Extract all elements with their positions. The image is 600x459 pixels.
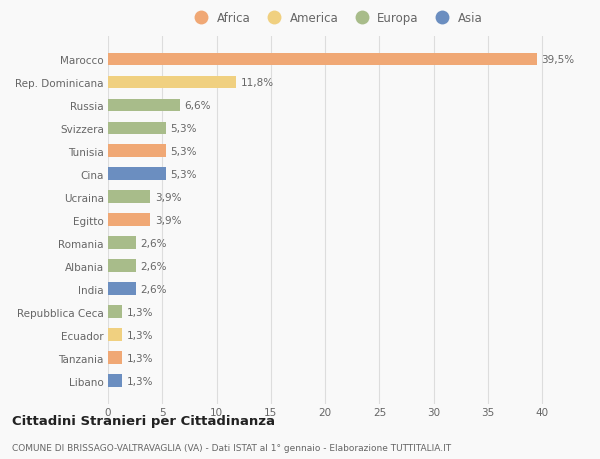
Bar	[108, 122, 166, 135]
Text: 1,3%: 1,3%	[127, 330, 153, 340]
Text: 5,3%: 5,3%	[170, 169, 196, 179]
Legend: Africa, America, Europa, Asia: Africa, America, Europa, Asia	[187, 10, 485, 27]
Bar	[108, 191, 151, 204]
Text: 2,6%: 2,6%	[140, 238, 167, 248]
Bar	[108, 145, 166, 158]
Bar	[108, 306, 122, 319]
Text: 1,3%: 1,3%	[127, 353, 153, 363]
Text: 3,9%: 3,9%	[155, 215, 181, 225]
Bar	[108, 329, 122, 341]
Bar	[108, 99, 179, 112]
Bar	[108, 375, 122, 387]
Text: 2,6%: 2,6%	[140, 261, 167, 271]
Bar	[108, 76, 236, 89]
Bar	[108, 352, 122, 364]
Text: COMUNE DI BRISSAGO-VALTRAVAGLIA (VA) - Dati ISTAT al 1° gennaio - Elaborazione T: COMUNE DI BRISSAGO-VALTRAVAGLIA (VA) - D…	[12, 443, 451, 452]
Bar	[108, 168, 166, 181]
Text: 6,6%: 6,6%	[184, 101, 211, 111]
Text: 5,3%: 5,3%	[170, 123, 196, 134]
Text: 39,5%: 39,5%	[541, 55, 574, 65]
Text: 1,3%: 1,3%	[127, 307, 153, 317]
Bar	[108, 260, 136, 273]
Text: 11,8%: 11,8%	[241, 78, 274, 88]
Bar	[108, 214, 151, 227]
Text: 2,6%: 2,6%	[140, 284, 167, 294]
Bar	[108, 53, 537, 66]
Bar	[108, 237, 136, 250]
Text: Cittadini Stranieri per Cittadinanza: Cittadini Stranieri per Cittadinanza	[12, 414, 275, 428]
Bar	[108, 283, 136, 296]
Text: 5,3%: 5,3%	[170, 146, 196, 157]
Text: 1,3%: 1,3%	[127, 376, 153, 386]
Text: 3,9%: 3,9%	[155, 192, 181, 202]
